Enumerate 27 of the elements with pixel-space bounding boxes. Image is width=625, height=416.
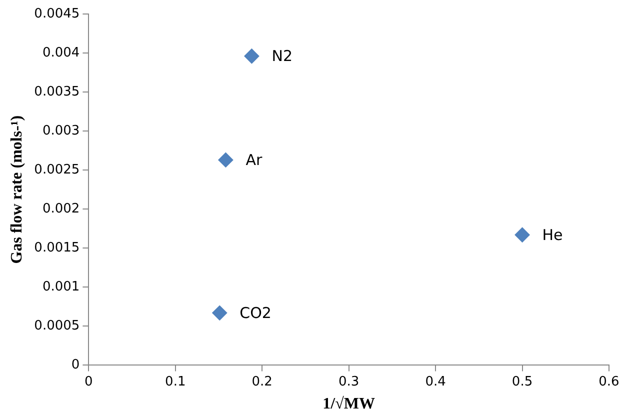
y-tick-label: 0.0025: [34, 162, 80, 178]
x-tick-label: 0: [84, 374, 93, 390]
annotation: N2: [272, 47, 292, 66]
y-tick-label: 0.003: [42, 123, 80, 138]
y-tick-label: 0.0015: [34, 240, 80, 256]
annotation: Ar: [246, 150, 263, 169]
point: [514, 227, 530, 242]
annotation: CO2: [240, 304, 272, 322]
x-tick-label: 0.6: [598, 374, 620, 390]
y-tick-label: 0.004: [42, 45, 80, 60]
x-tick-label: 0.5: [512, 374, 533, 390]
point: [212, 305, 228, 320]
x-tick-label: 0.3: [338, 374, 360, 390]
x-tick-label: 0.4: [425, 374, 446, 390]
x-axis-title: 1/√MW: [322, 396, 376, 413]
point: [218, 152, 234, 168]
y-tick-label: 0.0045: [34, 6, 80, 22]
x-tick-label: 0.2: [252, 374, 272, 390]
y-tick-label: 0.001: [42, 280, 80, 295]
y-tick-label: 0.002: [42, 201, 80, 216]
y-tick-label: 0.0035: [34, 84, 80, 100]
y-tick-label: 0.0005: [34, 318, 80, 334]
x-tick-label: 0.1: [165, 374, 186, 390]
annotation: He: [542, 226, 563, 244]
y-axis-title: Gas flow rate (mols-¹): [8, 115, 26, 264]
point: [244, 48, 260, 64]
y-tick-label: 0: [71, 358, 80, 373]
